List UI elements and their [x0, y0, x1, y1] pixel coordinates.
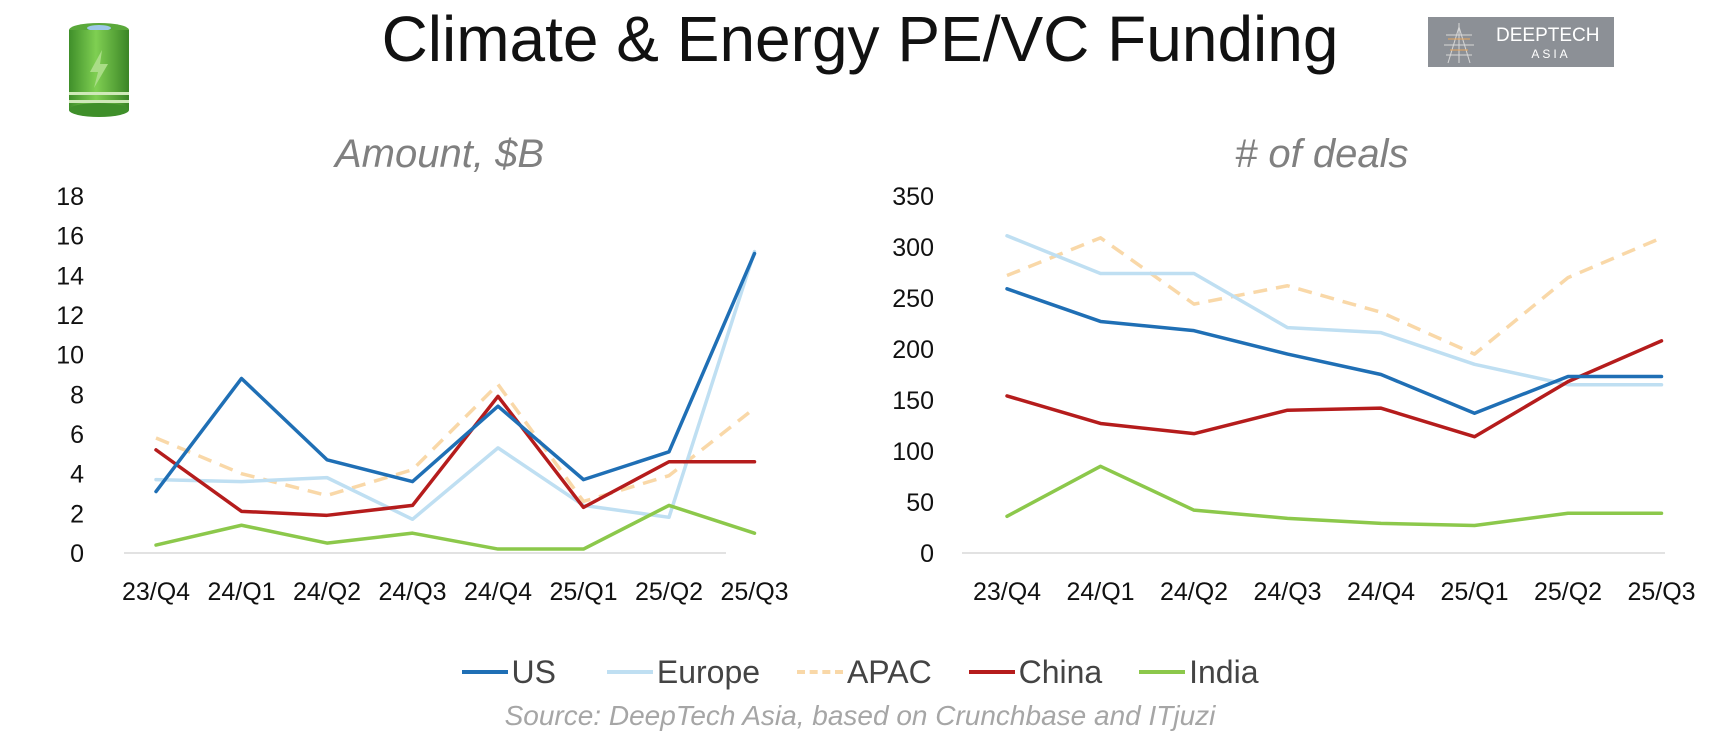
- legend-swatch-apac: [796, 670, 843, 674]
- logo-line1: DEEPTECH: [1496, 25, 1600, 46]
- chart0-series-china: [154, 394, 757, 518]
- page-title: Climate & Energy PE/VC Funding: [381, 3, 1339, 75]
- legend-item-europe: Europe: [606, 653, 761, 691]
- legend: US Europe APAC China India: [0, 645, 1720, 691]
- chart1-y-tick-label: 350: [892, 183, 934, 211]
- chart0-y-tick-label: 8: [70, 381, 84, 409]
- chart1-y-tick-label: 250: [892, 285, 934, 313]
- chart1-series-india: [1005, 464, 1664, 528]
- legend-item-china: China: [968, 653, 1103, 691]
- chart0-y-tick-label: 16: [56, 223, 84, 251]
- chart1-x-tick-label: 25/Q3: [1627, 578, 1695, 606]
- legend-swatch-us: [461, 670, 508, 674]
- chart0-series-india: [154, 503, 757, 551]
- chart1-x-tick-label: 23/Q4: [973, 578, 1041, 606]
- chart0-y-tick-label: 2: [70, 500, 84, 528]
- chart1-y-tick-label: 0: [920, 540, 934, 568]
- chart1-series-apac: [1006, 236, 1663, 356]
- legend-swatch-europe: [606, 670, 653, 674]
- legend-label-china: China: [1018, 653, 1103, 690]
- chart0-x-tick-label: 23/Q4: [122, 578, 190, 606]
- chart0-x-tick-label: 24/Q3: [378, 578, 446, 606]
- chart1-y-tick-label: 150: [892, 387, 934, 415]
- chart1-series-china: [1005, 339, 1664, 439]
- chart1-x-tick-label: 25/Q1: [1440, 578, 1508, 606]
- chart0-y-tick-label: 12: [56, 302, 84, 330]
- chart1-x-tick-label: 24/Q1: [1066, 578, 1134, 606]
- legend-swatch-china: [968, 670, 1015, 674]
- chart0-series-europe: [154, 249, 757, 522]
- chart1-y-tick-label: 200: [892, 336, 934, 364]
- chart1-series-europe: [1005, 234, 1664, 387]
- chart0-y-tick-label: 4: [70, 461, 84, 489]
- legend-item-us: US: [461, 653, 556, 691]
- chart0-x-tick-label: 25/Q3: [720, 578, 788, 606]
- chart0-y-tick-label: 10: [56, 342, 84, 370]
- chart1-x-tick-label: 24/Q3: [1253, 578, 1321, 606]
- chart0-x-tick-label: 24/Q2: [293, 578, 361, 606]
- chart0-x-tick-label: 25/Q2: [635, 578, 703, 606]
- chart0-series-apac: [155, 382, 756, 504]
- chart1-y-tick-label: 100: [892, 438, 934, 466]
- chart1-y-tick-label: 50: [906, 489, 934, 517]
- chart1-x-tick-label: 25/Q2: [1534, 578, 1602, 606]
- chart0-y-tick-label: 6: [70, 421, 84, 449]
- source-note: Source: DeepTech Asia, based on Crunchba…: [504, 700, 1216, 731]
- chart0-y-tick-label: 14: [56, 262, 84, 290]
- deeptech-asia-logo: DEEPTECH ASIA: [1428, 17, 1614, 67]
- chart0-y-tick-label: 18: [56, 183, 84, 211]
- legend-item-apac: APAC: [796, 653, 932, 691]
- legend-item-india: India: [1139, 654, 1258, 691]
- chart1-x-tick-label: 24/Q4: [1347, 578, 1415, 606]
- chart-title-deals: # of deals: [1235, 132, 1409, 176]
- chart0-x-tick-label: 24/Q1: [207, 578, 275, 606]
- tower-icon: [1444, 23, 1474, 64]
- chart0-series-us: [154, 251, 757, 494]
- chart1-series-us: [1005, 287, 1664, 416]
- chart-title-amount: Amount, $B: [335, 132, 545, 176]
- logo-line2: ASIA: [1531, 47, 1571, 61]
- chart0-x-tick-label: 25/Q1: [549, 578, 617, 606]
- legend-swatch-india: [1139, 670, 1186, 674]
- battery-icon: [69, 23, 129, 117]
- chart1-x-tick-label: 24/Q2: [1160, 578, 1228, 606]
- legend-label-apac: APAC: [846, 653, 932, 690]
- chart0-y-tick-label: 0: [70, 540, 84, 568]
- charts-canvas: 0 2 4 6 8 10 12 14 16 18 23/Q4 24/Q1 24/Q2 24/Q3 24/Q4…: [56, 183, 1695, 606]
- chart1-y-tick-label: 300: [892, 234, 934, 262]
- chart0-x-tick-label: 24/Q4: [464, 578, 532, 606]
- legend-label-india: India: [1189, 653, 1259, 690]
- legend-label-us: US: [511, 653, 556, 690]
- legend-label-europe: Europe: [656, 653, 761, 690]
